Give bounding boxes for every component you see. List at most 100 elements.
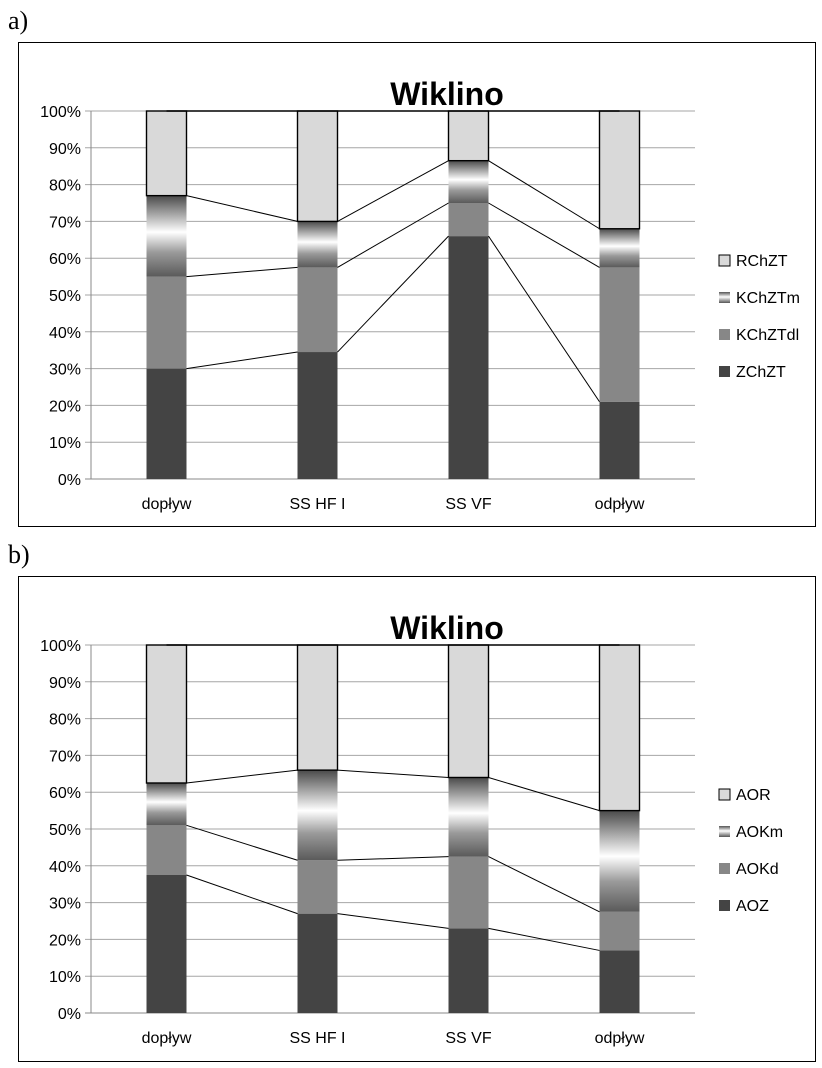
y-tick-label: 100% bbox=[40, 638, 81, 655]
legend-swatch-rchzt bbox=[718, 254, 731, 267]
stacked-bar-chart-b: 0% 10% 20% 30% 40% 50% 60% 70% 80% 90% 100% dopływ S… bbox=[40, 610, 783, 1047]
chart-title: Wiklino bbox=[390, 76, 503, 112]
bar-segment-aokm bbox=[448, 777, 489, 857]
y-tick-label: 40% bbox=[49, 859, 81, 876]
legend-label: KChZTdl bbox=[736, 327, 799, 344]
bar-segment-aor bbox=[448, 645, 489, 778]
bar-segment-kchztdl bbox=[146, 276, 187, 369]
bar-segment-kchztdl bbox=[297, 267, 338, 353]
x-category-label: SS VF bbox=[445, 496, 491, 513]
series-connector-line bbox=[337, 202, 449, 268]
bar-segment-aor bbox=[599, 645, 640, 811]
y-tick-label: 70% bbox=[49, 214, 81, 231]
bar-segment-aoz bbox=[146, 875, 187, 1013]
bar-segment-zchzt bbox=[448, 236, 489, 479]
series-connector-line bbox=[488, 927, 600, 951]
bar-segment-aor bbox=[297, 645, 338, 771]
bar-segment-kchztm bbox=[146, 195, 187, 277]
bar-segment-aokd bbox=[448, 856, 489, 929]
y-tick-label: 0% bbox=[58, 472, 81, 489]
x-category-label: dopływ bbox=[142, 496, 192, 513]
bar-segment-zchzt bbox=[599, 401, 640, 479]
x-category-label: SS HF I bbox=[289, 1030, 345, 1047]
bar-segment-aokm bbox=[599, 810, 640, 912]
legend-swatch-zchzt bbox=[719, 366, 730, 377]
series-connector-line bbox=[337, 769, 449, 778]
bar-segment-zchzt bbox=[146, 368, 187, 479]
legend-swatch-kchztdl bbox=[719, 329, 730, 340]
y-tick-label: 40% bbox=[49, 325, 81, 342]
y-tick-label: 60% bbox=[49, 785, 81, 802]
y-tick-label: 80% bbox=[49, 712, 81, 729]
x-category-label: SS VF bbox=[445, 1030, 491, 1047]
legend-label: AOR bbox=[736, 787, 771, 804]
legend-label: AOZ bbox=[736, 898, 769, 915]
series-connector-line bbox=[186, 195, 298, 222]
bar-segment-kchztm bbox=[599, 228, 640, 268]
series-connector-line bbox=[186, 266, 298, 278]
chart-panel-a: 0% 10% 20% 30% 40% 50% 60% 70% 80% 90% 100% dopływ S… bbox=[18, 42, 816, 527]
series-connector-line bbox=[488, 202, 600, 268]
bar-segment-kchztm bbox=[297, 221, 338, 268]
y-tick-label: 30% bbox=[49, 362, 81, 379]
bar-segment-aoz bbox=[599, 950, 640, 1013]
series-connector-line bbox=[337, 160, 449, 222]
y-tick-label: 100% bbox=[40, 104, 81, 121]
legend-swatch-aor bbox=[718, 788, 731, 801]
y-tick-label: 50% bbox=[49, 288, 81, 305]
bar-segment-aokd bbox=[599, 911, 640, 951]
panel-label-a: a) bbox=[8, 6, 29, 35]
stacked-bar-chart-a: 0% 10% 20% 30% 40% 50% 60% 70% 80% 90% 100% dopływ S… bbox=[40, 76, 800, 513]
legend-label: AOKd bbox=[736, 861, 779, 878]
bar-segment-aokd bbox=[297, 860, 338, 914]
y-tick-label: 0% bbox=[58, 1006, 81, 1023]
legend-swatch-aoz bbox=[719, 900, 730, 911]
series-connector-line bbox=[488, 856, 600, 913]
y-tick-label: 80% bbox=[49, 178, 81, 195]
bar-segment-zchzt bbox=[297, 352, 338, 479]
y-tick-label: 60% bbox=[49, 251, 81, 268]
bar-segment-aor bbox=[146, 645, 187, 783]
legend-label: KChZTm bbox=[736, 290, 800, 307]
y-tick-label: 20% bbox=[49, 932, 81, 949]
panel-label-b: b) bbox=[8, 540, 30, 569]
series-connector-line bbox=[337, 913, 449, 929]
legend-swatch-kchztm bbox=[719, 292, 730, 303]
chart-title: Wiklino bbox=[390, 610, 503, 646]
x-category-label: dopływ bbox=[142, 1030, 192, 1047]
legend-label: ZChZT bbox=[736, 364, 786, 381]
bar-segment-rchzt bbox=[297, 111, 338, 222]
series-connector-line bbox=[186, 874, 298, 915]
bar-segment-rchzt bbox=[146, 111, 187, 196]
legend-swatch-aokd bbox=[719, 863, 730, 874]
series-connector-line bbox=[488, 160, 600, 230]
bar-segment-kchztm bbox=[448, 160, 489, 203]
bar-segment-rchzt bbox=[599, 111, 640, 229]
series-connector-line bbox=[488, 777, 600, 812]
y-tick-label: 50% bbox=[49, 822, 81, 839]
bar-segment-aokd bbox=[146, 825, 187, 875]
series-connector-line bbox=[186, 351, 298, 370]
series-connector-line bbox=[488, 235, 600, 402]
chart-panel-b: 0% 10% 20% 30% 40% 50% 60% 70% 80% 90% 100% dopływ S… bbox=[18, 576, 816, 1062]
y-tick-label: 20% bbox=[49, 398, 81, 415]
series-connector-line bbox=[186, 824, 298, 861]
legend-swatch-aokm bbox=[719, 826, 730, 837]
y-tick-label: 10% bbox=[49, 435, 81, 452]
x-category-label: odpływ bbox=[595, 1030, 645, 1047]
bar-segment-rchzt bbox=[448, 111, 489, 161]
legend-label: AOKm bbox=[736, 824, 783, 841]
bar-segment-aokm bbox=[146, 783, 187, 826]
series-connector-line bbox=[337, 856, 449, 861]
bar-segment-aoz bbox=[448, 928, 489, 1013]
legend-label: RChZT bbox=[736, 253, 788, 270]
y-tick-label: 90% bbox=[49, 141, 81, 158]
x-category-label: SS HF I bbox=[289, 496, 345, 513]
y-tick-label: 30% bbox=[49, 896, 81, 913]
y-tick-label: 90% bbox=[49, 675, 81, 692]
y-tick-label: 70% bbox=[49, 748, 81, 765]
bar-segment-aoz bbox=[297, 913, 338, 1013]
bar-segment-kchztdl bbox=[448, 203, 489, 237]
y-tick-label: 10% bbox=[49, 969, 81, 986]
bar-segment-aokm bbox=[297, 770, 338, 861]
